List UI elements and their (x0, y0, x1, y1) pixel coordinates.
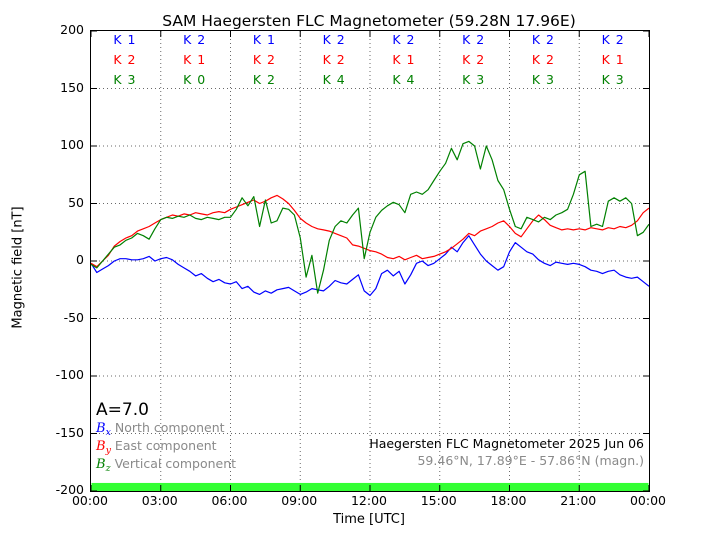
station-stamp-line1: Haegersten FLC Magnetometer 2025 Jun 06 (369, 436, 644, 451)
plot-area (90, 30, 650, 492)
x-tick-label: 15:00 (420, 493, 457, 508)
y-tick-label: 100 (60, 137, 84, 152)
y-tick-label: -100 (55, 367, 84, 382)
y-tick-label: 200 (60, 22, 84, 37)
legend-label-north: North component (114, 420, 225, 435)
plot-canvas (91, 31, 649, 491)
legend-item-vertical: Bz Vertical component (96, 456, 236, 474)
k-index-value: K 2 (462, 32, 486, 47)
y-axis-label: Magnetic field [nT] (10, 206, 26, 329)
bx-symbol: Bx (96, 421, 111, 438)
k-index-value: K 2 (183, 32, 207, 47)
station-stamp-line2: 59.46°N, 17.89°E - 57.86°N (magn.) (417, 453, 644, 468)
x-tick-label: 03:00 (141, 493, 178, 508)
k-index-value: K 1 (183, 52, 207, 67)
k-index-value: K 2 (531, 32, 555, 47)
x-tick-label: 09:00 (281, 493, 318, 508)
k-index-value: K 2 (113, 52, 137, 67)
k-index-value: K 3 (601, 72, 625, 87)
series-bz (91, 140, 649, 294)
k-index-value: K 1 (252, 32, 276, 47)
legend-label-east: East component (114, 438, 217, 453)
x-tick-label: 18:00 (490, 493, 527, 508)
series-by (91, 194, 649, 268)
y-tick-label: -50 (63, 309, 84, 325)
k-index-value: K 4 (322, 72, 346, 87)
k-index-value: K 3 (531, 72, 555, 87)
k-index-value: K 1 (392, 52, 416, 67)
k-index-value: K 2 (392, 32, 416, 47)
k-index-value: K 2 (531, 52, 555, 67)
y-tick-label: 150 (60, 79, 84, 95)
k-index-value: K 4 (392, 72, 416, 87)
y-tick-label: 50 (68, 194, 84, 210)
k-index-value: K 1 (601, 52, 625, 67)
legend-item-east: By East component (96, 438, 217, 456)
k-index-value: K 2 (252, 52, 276, 67)
k-index-value: K 2 (322, 52, 346, 67)
k-index-value: K 2 (601, 32, 625, 47)
k-index-value: K 2 (252, 72, 276, 87)
x-tick-label: 00:00 (71, 493, 109, 508)
by-symbol: By (96, 439, 111, 456)
x-tick-label: 21:00 (560, 493, 597, 508)
k-index-value: K 2 (462, 52, 486, 67)
a-index-value: A=7.0 (96, 400, 149, 420)
k-index-value: K 2 (322, 32, 346, 47)
x-tick-label: 06:00 (211, 493, 248, 508)
x-tick-label: 00:00 (629, 493, 667, 508)
y-tick-label: -200 (55, 482, 84, 497)
legend-item-north: Bx North component (96, 420, 225, 438)
y-tick-label: -150 (55, 424, 84, 440)
k-index-value: K 0 (183, 72, 207, 87)
x-axis-label: Time [UTC] (333, 512, 405, 527)
y-tick-label: 0 (76, 252, 84, 267)
x-tick-label: 12:00 (350, 493, 388, 508)
bz-symbol: Bz (96, 457, 111, 474)
k-index-value: K 3 (462, 72, 486, 87)
k-index-value: K 3 (113, 72, 137, 87)
chart-title: SAM Haegersten FLC Magnetometer (59.28N … (162, 12, 576, 30)
k-index-value: K 1 (113, 32, 137, 47)
legend-label-vertical: Vertical component (114, 456, 237, 471)
series-bx (91, 235, 649, 297)
